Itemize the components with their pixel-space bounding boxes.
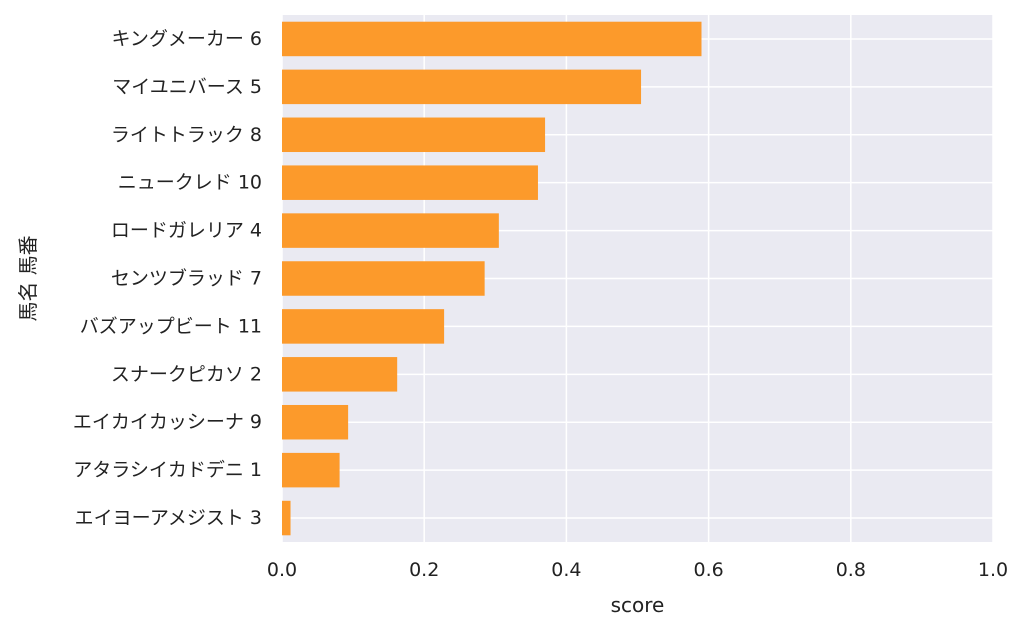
x-tick-label: 0.8 — [836, 559, 866, 581]
x-tick-label: 0.6 — [693, 559, 723, 581]
x-tick-label: 0.4 — [551, 559, 581, 581]
y-tick-labels: キングメーカー 6 マイユニバース 5 ライトトラック 8 ニュークレド 10 ロードガ… — [73, 28, 262, 529]
y-axis-label: 馬名 馬番 — [16, 235, 40, 321]
bar — [282, 21, 702, 57]
y-tick-label: バズアップビート 11 — [80, 315, 262, 337]
y-tick-label: センツブラッド 7 — [111, 267, 262, 290]
y-tick-label: キングメーカー 6 — [111, 28, 262, 50]
y-tick-label: ロードガレリア 4 — [111, 220, 262, 242]
y-tick-label: アタラシイカドデニ 1 — [73, 459, 262, 481]
y-tick-label: エイカイカッシーナ 9 — [73, 411, 262, 433]
bar — [282, 452, 340, 488]
bar — [282, 309, 445, 344]
x-tick-label: 1.0 — [978, 559, 1008, 581]
y-tick-label: スナークピカソ 2 — [111, 363, 262, 385]
bar — [282, 117, 546, 153]
y-tick-label: マイユニバース 5 — [112, 76, 262, 98]
x-axis-label: score — [611, 593, 665, 617]
x-tick-label: 0.0 — [267, 559, 297, 581]
bar — [282, 69, 642, 105]
bar — [282, 213, 499, 248]
bar — [282, 404, 349, 440]
bar — [282, 261, 485, 296]
y-tick-label: ニュークレド 10 — [118, 172, 262, 194]
bar — [282, 500, 291, 536]
y-tick-label: ライトトラック 8 — [111, 124, 262, 146]
x-tick-labels: 0.0 0.2 0.4 0.6 0.8 1.0 — [267, 559, 1008, 581]
bar — [282, 357, 398, 392]
bar — [282, 165, 538, 200]
x-tick-label: 0.2 — [409, 559, 439, 581]
y-tick-label: エイヨーアメジスト 3 — [75, 507, 262, 529]
bars — [282, 21, 702, 536]
